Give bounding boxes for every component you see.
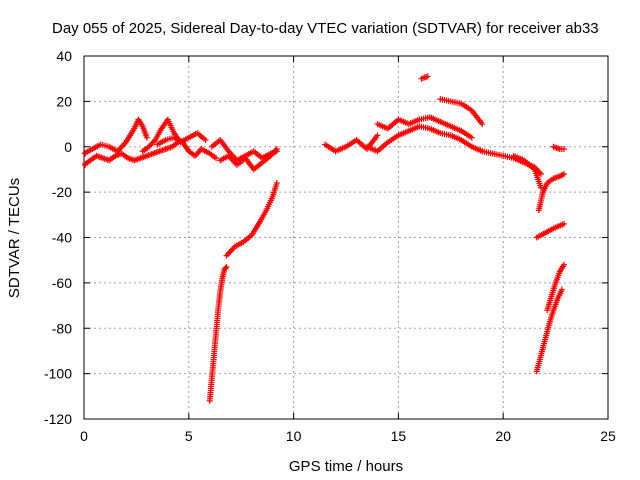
data-points [82, 73, 567, 404]
y-tick-label: -20 [52, 184, 72, 200]
y-tick-label: 20 [56, 93, 72, 109]
x-tick-label: 20 [495, 428, 511, 444]
series-track-a [82, 139, 182, 168]
y-tick-labels: -120 -100 -80 -60 -40 -20 0 20 40 [44, 48, 72, 427]
y-tick-label: 0 [64, 139, 72, 155]
chart-title: Day 055 of 2025, Sidereal Day-to-day VTE… [52, 20, 599, 37]
data-point [273, 180, 280, 187]
data-point [213, 155, 220, 162]
y-tick-label: -60 [52, 275, 72, 291]
y-tick-label: -40 [52, 230, 72, 246]
data-point [537, 184, 544, 191]
data-point [559, 171, 566, 178]
x-tick-label: 25 [600, 428, 616, 444]
series-track-p [535, 170, 567, 214]
data-point [560, 146, 567, 153]
data-point [536, 169, 543, 176]
x-tick-label: 5 [185, 428, 193, 444]
x-tick-label: 15 [391, 428, 407, 444]
data-point [424, 73, 431, 80]
series-track-g [206, 263, 230, 404]
series-track-m [418, 73, 431, 82]
axis-ticks [83, 55, 609, 420]
data-point [479, 121, 486, 128]
series-track-s [544, 261, 567, 314]
x-tick-labels: 0 5 10 15 20 25 [80, 428, 616, 444]
series-track-f [217, 146, 280, 173]
x-tick-label: 0 [80, 428, 88, 444]
y-tick-label: -80 [52, 320, 72, 336]
data-point [223, 263, 230, 270]
series-track-q [533, 220, 567, 241]
y-tick-label: -100 [44, 366, 72, 382]
data-point [560, 170, 567, 177]
series-track-t [550, 143, 567, 153]
data-point [560, 220, 567, 227]
data-point [558, 286, 565, 293]
x-tick-label: 10 [286, 428, 302, 444]
series-track-b [82, 116, 150, 157]
series-track-j [374, 114, 475, 141]
y-tick-label: 40 [56, 48, 72, 64]
y-axis-label: SDTVAR / TECUs [6, 178, 23, 298]
data-point [143, 134, 150, 141]
grid [84, 56, 608, 419]
series-track-d [154, 134, 220, 162]
series-track-o [510, 152, 544, 191]
data-point [374, 132, 381, 139]
data-point [202, 136, 209, 143]
series-track-k [363, 123, 486, 155]
data-point [222, 265, 229, 272]
data-point [273, 146, 280, 153]
data-point [151, 138, 158, 145]
y-tick-label: -120 [44, 411, 72, 427]
data-point [468, 134, 475, 141]
x-axis-label: GPS time / hours [289, 458, 403, 475]
data-point [272, 147, 279, 154]
data-point [560, 261, 567, 268]
series-track-r [533, 286, 565, 375]
series-track-l [437, 96, 486, 128]
series-track-n [479, 148, 544, 177]
series-track-h [223, 180, 280, 259]
